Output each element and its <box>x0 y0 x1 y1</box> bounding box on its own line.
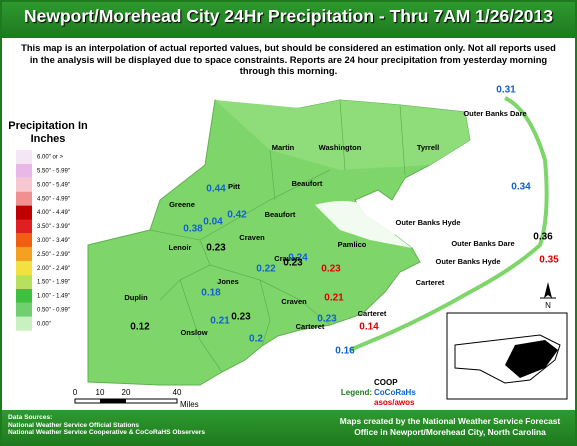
report-value: 0.18 <box>201 288 221 299</box>
legend-label: 1.00" - 1.49" <box>37 294 70 300</box>
header-band <box>0 0 577 38</box>
county-label: Lenoir <box>169 243 192 252</box>
county-label: Jones <box>217 277 239 286</box>
county-label: Beaufort <box>292 179 323 188</box>
legend-label: 3.50" - 3.99" <box>37 224 70 230</box>
county-label: Beaufort <box>265 210 296 219</box>
report-value: 0.23 <box>206 243 226 254</box>
scale-label: 10 <box>96 388 105 397</box>
county-label: Outer Banks Dare <box>451 239 514 248</box>
report-value: 0.14 <box>359 322 379 333</box>
credit: Maps created by the National Weather Ser… <box>339 416 561 437</box>
legend-swatch <box>16 302 32 317</box>
legend-label: 0.00" <box>37 321 51 327</box>
legend-label: 1.50" - 1.99" <box>37 280 70 286</box>
scale-unit: Miles <box>180 400 199 409</box>
report-value: 0.23 <box>317 314 337 325</box>
legend-label: 4.50" - 4.99" <box>37 196 70 202</box>
report-value: 0.23 <box>283 258 303 269</box>
report-value: 0.16 <box>335 346 355 357</box>
county-lines <box>149 99 406 373</box>
county-label: Martin <box>272 143 295 152</box>
legend-label: 5.00" - 5.49" <box>37 182 70 188</box>
county-label: Carteret <box>358 309 387 318</box>
report-value: 0.21 <box>210 316 230 327</box>
legend-label: 2.50" - 2.99" <box>37 252 70 258</box>
legend-swatch <box>16 205 32 220</box>
scale-label: 20 <box>122 388 131 397</box>
water <box>315 201 412 248</box>
report-value: 0.38 <box>183 224 203 235</box>
scale-label: 0 <box>73 388 78 397</box>
legend-swatch <box>16 150 32 164</box>
title: Newport/Morehead City 24Hr Precipitation… <box>23 6 554 26</box>
report-value: 0.12 <box>130 322 150 333</box>
report-value: 0.36 <box>533 232 553 243</box>
legend-label: 6.00" or > <box>37 155 63 161</box>
legend-swatch <box>16 275 32 289</box>
county-label: Craven <box>239 233 265 242</box>
report-value: 0.23 <box>231 312 251 323</box>
inset-area <box>505 340 558 378</box>
legend-label: 5.50" - 5.99" <box>37 168 70 174</box>
county-label: Craven <box>281 297 307 306</box>
county-label: Washington <box>319 143 362 152</box>
data-sources: Data Sources: National Weather Service O… <box>8 414 205 437</box>
legend-swatch <box>16 261 32 276</box>
outer-banks <box>349 96 549 352</box>
source: National Weather Service Official Statio… <box>8 421 140 429</box>
county-label: Pitt <box>228 182 241 191</box>
report-value: 0.42 <box>227 210 247 221</box>
county-label: Pamlico <box>338 240 367 249</box>
report-value: 0.34 <box>511 182 531 193</box>
legend-label: 2.00" - 2.49" <box>37 266 70 272</box>
report-value: 0.04 <box>203 217 223 228</box>
report-value: 0.2 <box>249 334 263 345</box>
legend-swatch <box>16 289 32 303</box>
legend-swatch <box>16 316 32 331</box>
footer-band <box>0 410 577 446</box>
legend-swatch <box>16 177 32 192</box>
north-label: N <box>545 301 551 310</box>
county-label: Tyrrell <box>417 143 439 152</box>
legend-swatch <box>16 233 32 248</box>
county-label: Carteret <box>416 278 445 287</box>
network-name: CoCoRaHs <box>374 388 416 397</box>
north-arrow <box>540 282 556 299</box>
county-label: Onslow <box>180 328 207 337</box>
county-label: Craven <box>274 254 300 263</box>
source: National Weather Service Cooperative & C… <box>8 429 206 437</box>
description: This map is an interpolation of actual r… <box>21 42 556 76</box>
county-label: Outer Banks Hyde <box>435 257 500 266</box>
legend-label: 4.00" - 4.49" <box>37 210 70 216</box>
legend-label: 3.00" - 3.49" <box>37 238 70 244</box>
legend-swatch <box>16 191 32 206</box>
network-legend-label: Legend: <box>341 388 372 397</box>
county-label: Duplin <box>124 293 148 302</box>
county-label: Greene <box>169 200 195 209</box>
sources-title: Data Sources: <box>8 414 53 421</box>
report-value: 0.23 <box>321 264 341 275</box>
county-label: Outer Banks Dare <box>463 109 526 118</box>
legend-label: 0.50" - 0.99" <box>37 307 70 313</box>
scale-label: 40 <box>173 388 182 397</box>
legend-swatch <box>16 247 32 262</box>
legend-swatch <box>16 163 32 178</box>
report-value: 0.31 <box>496 85 516 96</box>
legend-title: Precipitation In Inches <box>8 120 88 145</box>
report-value: 0.44 <box>206 184 226 195</box>
county-label: Outer Banks Hyde <box>395 218 460 227</box>
report-value: 0.22 <box>256 264 276 275</box>
report-value: 0.35 <box>539 255 559 266</box>
network-name: COOP <box>374 378 398 387</box>
scale-bar <box>100 399 126 403</box>
county-label: Carteret <box>296 322 325 331</box>
network-name: asos/awos <box>374 398 415 407</box>
report-value: 0.21 <box>324 293 344 304</box>
report-value: 0.24 <box>288 253 308 264</box>
legend-swatch <box>16 219 32 234</box>
